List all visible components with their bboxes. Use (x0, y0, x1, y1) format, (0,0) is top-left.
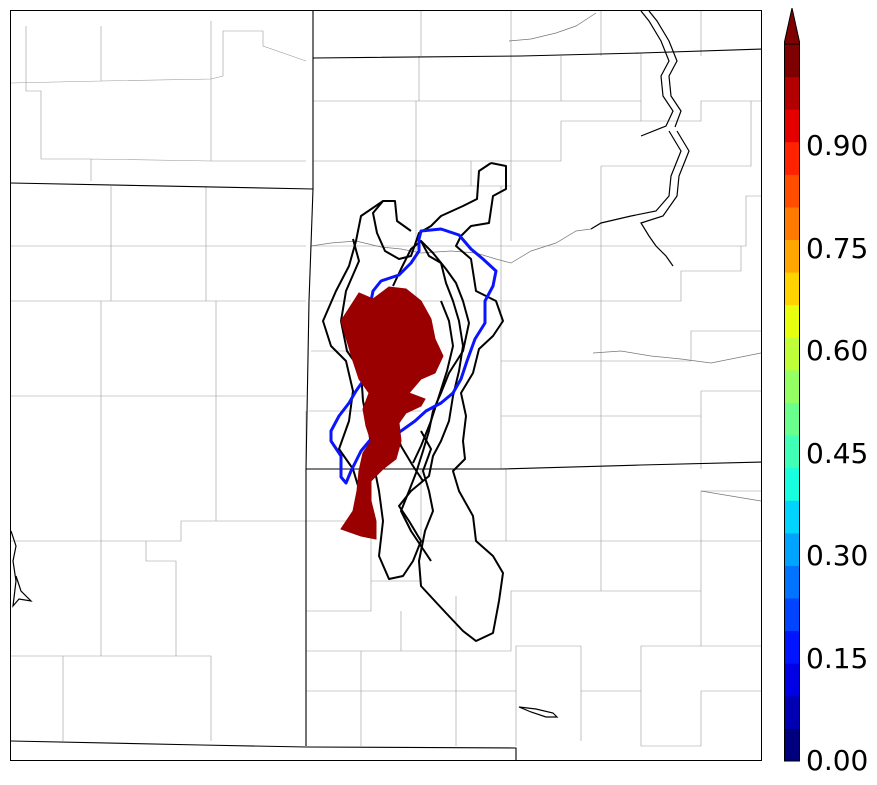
colorbar-level (784, 695, 800, 729)
colorbar-level (784, 337, 800, 371)
state-boundaries (11, 11, 761, 760)
colorbar-tick-label: 0.45 (806, 436, 869, 470)
colorbar-level (784, 630, 800, 664)
colorbar-level (784, 272, 800, 306)
colorbar-level (784, 304, 800, 338)
county-lines (11, 11, 761, 747)
colorbar-level (784, 141, 800, 175)
colorbar-level (784, 206, 800, 241)
colorbar-levels (784, 44, 800, 762)
lake-outline (518, 706, 559, 718)
colorbar-level (784, 500, 800, 534)
colorbar-level (784, 369, 800, 403)
colorbar-level (784, 109, 800, 143)
colorbar-tick-label: 0.30 (806, 539, 869, 573)
colorbar-tick-label: 0.00 (806, 744, 869, 777)
colorbar-level (784, 728, 800, 762)
colorbar (784, 8, 800, 762)
colorbar-level (784, 435, 800, 469)
colorbar-tick-label: 0.60 (806, 334, 869, 368)
river-boundary (11, 11, 690, 608)
map-canvas (11, 11, 761, 760)
colorbar-level (784, 532, 800, 566)
colorbar-level (784, 44, 800, 78)
colorbar-level (784, 467, 800, 501)
colorbar-level (784, 598, 800, 632)
colorbar-level (784, 663, 800, 697)
colorbar-level (784, 239, 800, 273)
colorbar-tick-label: 0.15 (806, 641, 869, 675)
colorbar-level (784, 565, 800, 599)
colorbar-extend-arrow (784, 8, 800, 45)
colorbar-level (784, 402, 800, 436)
map-panel (10, 10, 762, 761)
colorbar-level (784, 76, 800, 110)
probability-fill-region (340, 286, 444, 540)
colorbar-level (784, 174, 800, 208)
colorbar-tick-label: 0.90 (806, 129, 869, 163)
colorbar-tick-label: 0.75 (806, 231, 869, 265)
